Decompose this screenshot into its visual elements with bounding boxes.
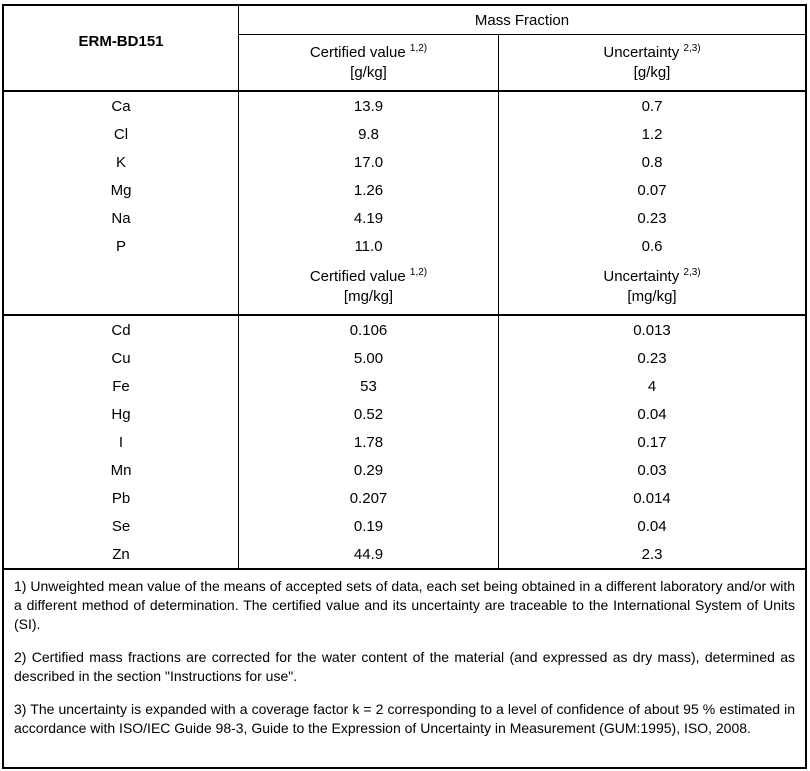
uncertainty-cell: 1.2: [641, 125, 663, 143]
footnote-2: 2) Certified mass fractions are correcte…: [14, 649, 795, 684]
certified-value-title: Certified value 1,2): [310, 43, 427, 63]
certified-value-title: Certified value 1,2): [310, 267, 427, 287]
certified-value-cell: 0.29: [239, 456, 499, 484]
table-row: K 17.0 0.8: [4, 148, 805, 176]
uncertainty-cell: 0.03: [637, 461, 667, 479]
certified-value-header-gkg: Certified value 1,2) [g/kg]: [239, 35, 499, 90]
element-cell: Cu: [4, 344, 239, 372]
element-cell: Cd: [4, 316, 239, 344]
uncertainty-unit: [mg/kg]: [627, 288, 677, 305]
certified-value-cell: 9.8: [239, 120, 499, 148]
certified-value-cell: 0.19: [239, 512, 499, 540]
element-cell: Ca: [4, 92, 239, 120]
element-cell: Pb: [4, 484, 239, 512]
uncertainty-cell: 0.23: [637, 349, 667, 367]
table-row: Hg 0.52 0.04: [4, 400, 805, 428]
certified-value-footnote-ref: 1,2): [409, 42, 428, 54]
element-cell: Fe: [4, 372, 239, 400]
uncertainty-text: Uncertainty: [603, 43, 680, 61]
footnote-3: 3) The uncertainty is expanded with a co…: [14, 701, 795, 736]
element-cell: Zn: [4, 540, 239, 568]
mass-fraction-label: Mass Fraction: [474, 11, 570, 29]
certified-value-unit: [g/kg]: [350, 63, 387, 81]
certified-value-unit: [mg/kg]: [343, 288, 394, 305]
certified-value-cell: 11.0: [239, 232, 499, 260]
element-cell: P: [4, 232, 239, 260]
section-mgkg-header: Certified value 1,2) [mg/kg] Uncertainty…: [4, 260, 805, 316]
element-cell: K: [4, 148, 239, 176]
element-cell: Cl: [4, 120, 239, 148]
element-cell: I: [4, 428, 239, 456]
element-cell: Se: [4, 512, 239, 540]
element-cell: Na: [4, 204, 239, 232]
table-row: Mg 1.26 0.07: [4, 176, 805, 204]
certified-value-cell: 13.9: [239, 92, 499, 120]
material-id: ERM-BD151: [4, 6, 239, 90]
table-row: Mn 0.29 0.03: [4, 456, 805, 484]
uncertainty-cell: 0.23: [637, 209, 667, 227]
certified-value-text: Certified value: [309, 43, 406, 61]
uncertainty-title: Uncertainty 2,3): [603, 267, 700, 287]
mass-fraction-header: Mass Fraction: [239, 6, 805, 35]
section-mgkg-rows: Cd 0.106 0.013 Cu 5.00 0.23 Fe 53 4 Hg 0…: [4, 316, 805, 568]
uncertainty-cell: 4: [647, 377, 657, 395]
certified-value-cell: 4.19: [239, 204, 499, 232]
uncertainty-footnote-ref: 2,3): [683, 267, 701, 278]
uncertainty-title: Uncertainty 2,3): [603, 43, 700, 63]
uncertainty-cell: 2.3: [641, 545, 663, 563]
certified-value-cell: 0.207: [239, 484, 499, 512]
table-row: Cd 0.106 0.013: [4, 316, 805, 344]
certified-value-cell: 44.9: [239, 540, 499, 568]
footnotes-section: 1) Unweighted mean value of the means of…: [4, 568, 805, 767]
certified-value-cell: 53: [239, 372, 499, 400]
uncertainty-cell: 0.8: [641, 153, 663, 171]
material-id-label: ERM-BD151: [78, 32, 164, 50]
uncertainty-unit: [g/kg]: [633, 63, 671, 81]
uncertainty-cell: 0.6: [641, 237, 663, 255]
uncertainty-cell: 0.014: [633, 489, 671, 507]
certified-value-header-mgkg: Certified value 1,2) [mg/kg]: [239, 260, 499, 314]
element-cell: Mg: [4, 176, 239, 204]
uncertainty-header-gkg: Uncertainty 2,3) [g/kg]: [499, 35, 805, 90]
certified-value-text: Certified value: [309, 268, 406, 285]
table-row: I 1.78 0.17: [4, 428, 805, 456]
uncertainty-cell: 0.04: [637, 405, 667, 423]
empty-header-cell: [4, 260, 239, 314]
table-row: Fe 53 4: [4, 372, 805, 400]
table-row: Zn 44.9 2.3: [4, 540, 805, 568]
table-header: ERM-BD151 Mass Fraction Certified value …: [4, 6, 805, 92]
table-row: Ca 13.9 0.7: [4, 92, 805, 120]
certified-value-cell: 0.106: [239, 316, 499, 344]
table-row: Cu 5.00 0.23: [4, 344, 805, 372]
section-gkg-rows: Ca 13.9 0.7 Cl 9.8 1.2 K 17.0 0.8 Mg 1.2…: [4, 92, 805, 260]
uncertainty-cell: 0.04: [637, 517, 667, 535]
uncertainty-cell: 0.013: [633, 321, 671, 339]
certified-value-cell: 0.52: [239, 400, 499, 428]
table-row: Na 4.19 0.23: [4, 204, 805, 232]
uncertainty-cell: 0.7: [641, 97, 663, 115]
element-cell: Mn: [4, 456, 239, 484]
certified-value-cell: 1.26: [239, 176, 499, 204]
footnote-1: 1) Unweighted mean value of the means of…: [14, 578, 795, 632]
certified-value-cell: 17.0: [239, 148, 499, 176]
certified-value-cell: 5.00: [239, 344, 499, 372]
certificate-table: ERM-BD151 Mass Fraction Certified value …: [2, 4, 807, 769]
uncertainty-header-mgkg: Uncertainty 2,3) [mg/kg]: [499, 260, 805, 314]
uncertainty-footnote-ref: 2,3): [683, 42, 701, 54]
element-cell: Hg: [4, 400, 239, 428]
table-row: Cl 9.8 1.2: [4, 120, 805, 148]
table-row: Se 0.19 0.04: [4, 512, 805, 540]
certified-value-cell: 1.78: [239, 428, 499, 456]
certified-value-footnote-ref: 1,2): [409, 267, 428, 278]
uncertainty-text: Uncertainty: [603, 268, 680, 285]
table-row: Pb 0.207 0.014: [4, 484, 805, 512]
uncertainty-cell: 0.17: [637, 433, 667, 451]
uncertainty-cell: 0.07: [637, 181, 667, 199]
table-row: P 11.0 0.6: [4, 232, 805, 260]
